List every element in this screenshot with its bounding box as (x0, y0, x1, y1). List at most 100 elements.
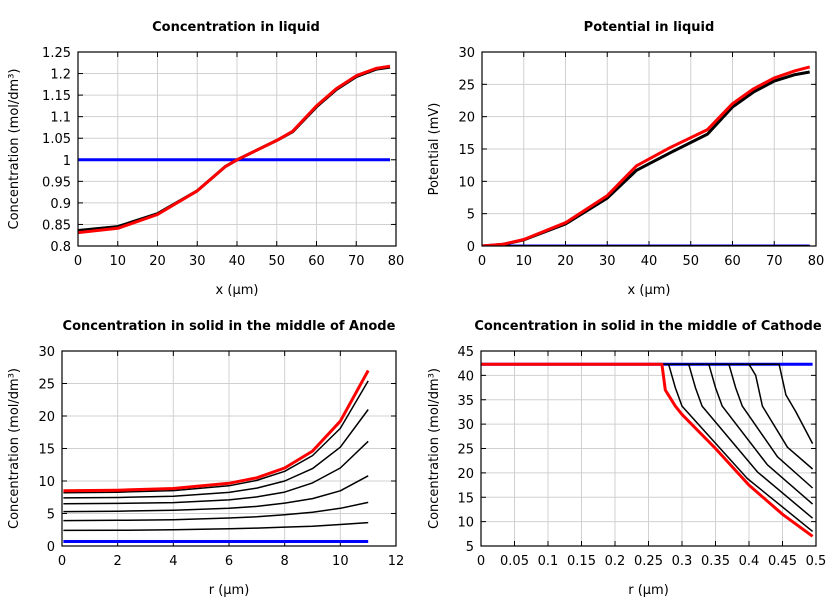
x-tick-label: 0.4 (739, 554, 760, 569)
y-axis-label: Concentration (mol/dm³) (7, 69, 22, 230)
y-tick-label: 0.9 (50, 197, 71, 212)
y-tick-label: 0 (47, 540, 55, 555)
x-tick-label: 20 (149, 254, 166, 269)
plot-frame (481, 51, 817, 247)
y-tick-label: 25 (457, 443, 474, 458)
chart-title: Concentration in solid in the middle of … (63, 319, 396, 334)
x-tick-label: 0.2 (605, 554, 626, 569)
x-tick-label: 70 (766, 254, 783, 269)
x-tick-label: 10 (332, 554, 349, 569)
x-tick-label: 10 (109, 254, 126, 269)
y-tick-label: 20 (38, 410, 55, 425)
x-tick-label: 6 (225, 554, 233, 569)
y-tick-label: 20 (457, 467, 474, 482)
y-tick-label: 25 (38, 378, 55, 393)
x-tick-label: 80 (388, 254, 405, 269)
x-tick-label: 0.45 (768, 554, 797, 569)
x-tick-label: 0.25 (634, 554, 663, 569)
y-tick-label: 30 (457, 418, 474, 433)
y-tick-label: 45 (457, 345, 474, 360)
y-tick-label: 10 (457, 516, 474, 531)
y-tick-label: 25 (458, 78, 475, 93)
x-tick-label: 0 (477, 554, 485, 569)
y-tick-label: 1.2 (50, 68, 71, 83)
y-tick-label: 10 (38, 475, 55, 490)
x-tick-label: 0 (58, 554, 66, 569)
y-tick-label: 35 (457, 394, 474, 409)
series-line-4 (661, 363, 814, 505)
x-tick-label: 40 (641, 254, 658, 269)
y-tick-label: 1.25 (42, 46, 71, 61)
y-tick-label: 0 (467, 240, 475, 255)
x-tick-label: 70 (348, 254, 365, 269)
series-line-4 (63, 475, 369, 513)
x-tick-label: 0.5 (806, 554, 827, 569)
series-line-6 (63, 409, 369, 499)
y-axis-label: Potential (mV) (427, 103, 442, 196)
y-tick-label: 40 (457, 369, 474, 384)
y-tick-label: 20 (458, 111, 475, 126)
x-tick-label: 60 (308, 254, 325, 269)
chart-title: Concentration in liquid (152, 20, 320, 35)
plot-frame (61, 350, 397, 547)
series-line-8 (63, 369, 370, 493)
y-tick-label: 0.8 (50, 240, 71, 255)
y-tick-label: 15 (458, 143, 475, 158)
y-tick-label: 5 (47, 508, 55, 523)
y-tick-label: 1 (63, 154, 71, 169)
x-tick-label: 0 (74, 254, 82, 269)
x-tick-label: 0.35 (701, 554, 730, 569)
x-tick-label: 50 (268, 254, 285, 269)
y-axis-label: Concentration (mol/dm³) (427, 368, 442, 529)
plot-frame (77, 51, 397, 247)
y-tick-label: 0.85 (42, 218, 71, 233)
series-line-5 (63, 440, 369, 505)
x-axis-label: r (µm) (628, 583, 669, 598)
x-axis-label: x (µm) (628, 283, 671, 298)
y-tick-label: 30 (458, 46, 475, 61)
y-tick-label: 1.05 (42, 132, 71, 147)
chart-title: Concentration in solid in the middle of … (474, 319, 822, 334)
x-tick-label: 30 (599, 254, 616, 269)
x-tick-label: 12 (388, 554, 405, 569)
series-line-2 (78, 65, 391, 232)
x-tick-label: 0.3 (672, 554, 693, 569)
x-tick-label: 0.1 (538, 554, 559, 569)
x-tick-label: 0 (478, 254, 486, 269)
y-tick-label: 30 (38, 345, 55, 360)
x-tick-label: 0.15 (567, 554, 596, 569)
x-tick-label: 0.05 (500, 554, 529, 569)
y-axis-label: Concentration (mol/dm³) (7, 368, 22, 529)
y-tick-label: 10 (458, 175, 475, 190)
y-tick-label: 1.15 (42, 89, 71, 104)
series-line-3 (78, 64, 391, 235)
x-tick-label: 20 (557, 254, 574, 269)
y-tick-label: 15 (457, 491, 474, 506)
chart-title: Potential in liquid (584, 20, 715, 35)
y-tick-label: 5 (466, 540, 474, 555)
x-axis-label: r (µm) (209, 583, 250, 598)
y-tick-label: 15 (38, 443, 55, 458)
subplot-3: Concentration in solid in the middle of … (7, 319, 404, 598)
series-line-3 (482, 70, 810, 246)
x-tick-label: 80 (808, 254, 825, 269)
series-line-4 (482, 65, 811, 246)
y-tick-label: 1.1 (50, 111, 71, 126)
series-line-7 (661, 363, 814, 444)
plot-frame (480, 350, 817, 547)
subplot-1: Concentration in liquid 0 10 20 30 40 50 60 70 80… (7, 20, 404, 298)
x-tick-label: 2 (114, 554, 122, 569)
y-tick-label: 5 (467, 208, 475, 223)
subplot-4: Concentration in solid in the middle of … (427, 319, 826, 598)
x-axis-label: x (µm) (216, 283, 259, 298)
x-tick-label: 50 (682, 254, 699, 269)
x-tick-label: 30 (189, 254, 206, 269)
subplot-2: Potential in liquid 0 10 20 30 40 50 60 70 80 0 5 10… (427, 20, 824, 298)
x-tick-label: 60 (724, 254, 741, 269)
series-line-8 (481, 362, 814, 538)
x-tick-label: 4 (169, 554, 177, 569)
series-line-3 (661, 363, 814, 519)
y-tick-label: 0.95 (42, 175, 71, 190)
series-line-7 (63, 380, 369, 494)
